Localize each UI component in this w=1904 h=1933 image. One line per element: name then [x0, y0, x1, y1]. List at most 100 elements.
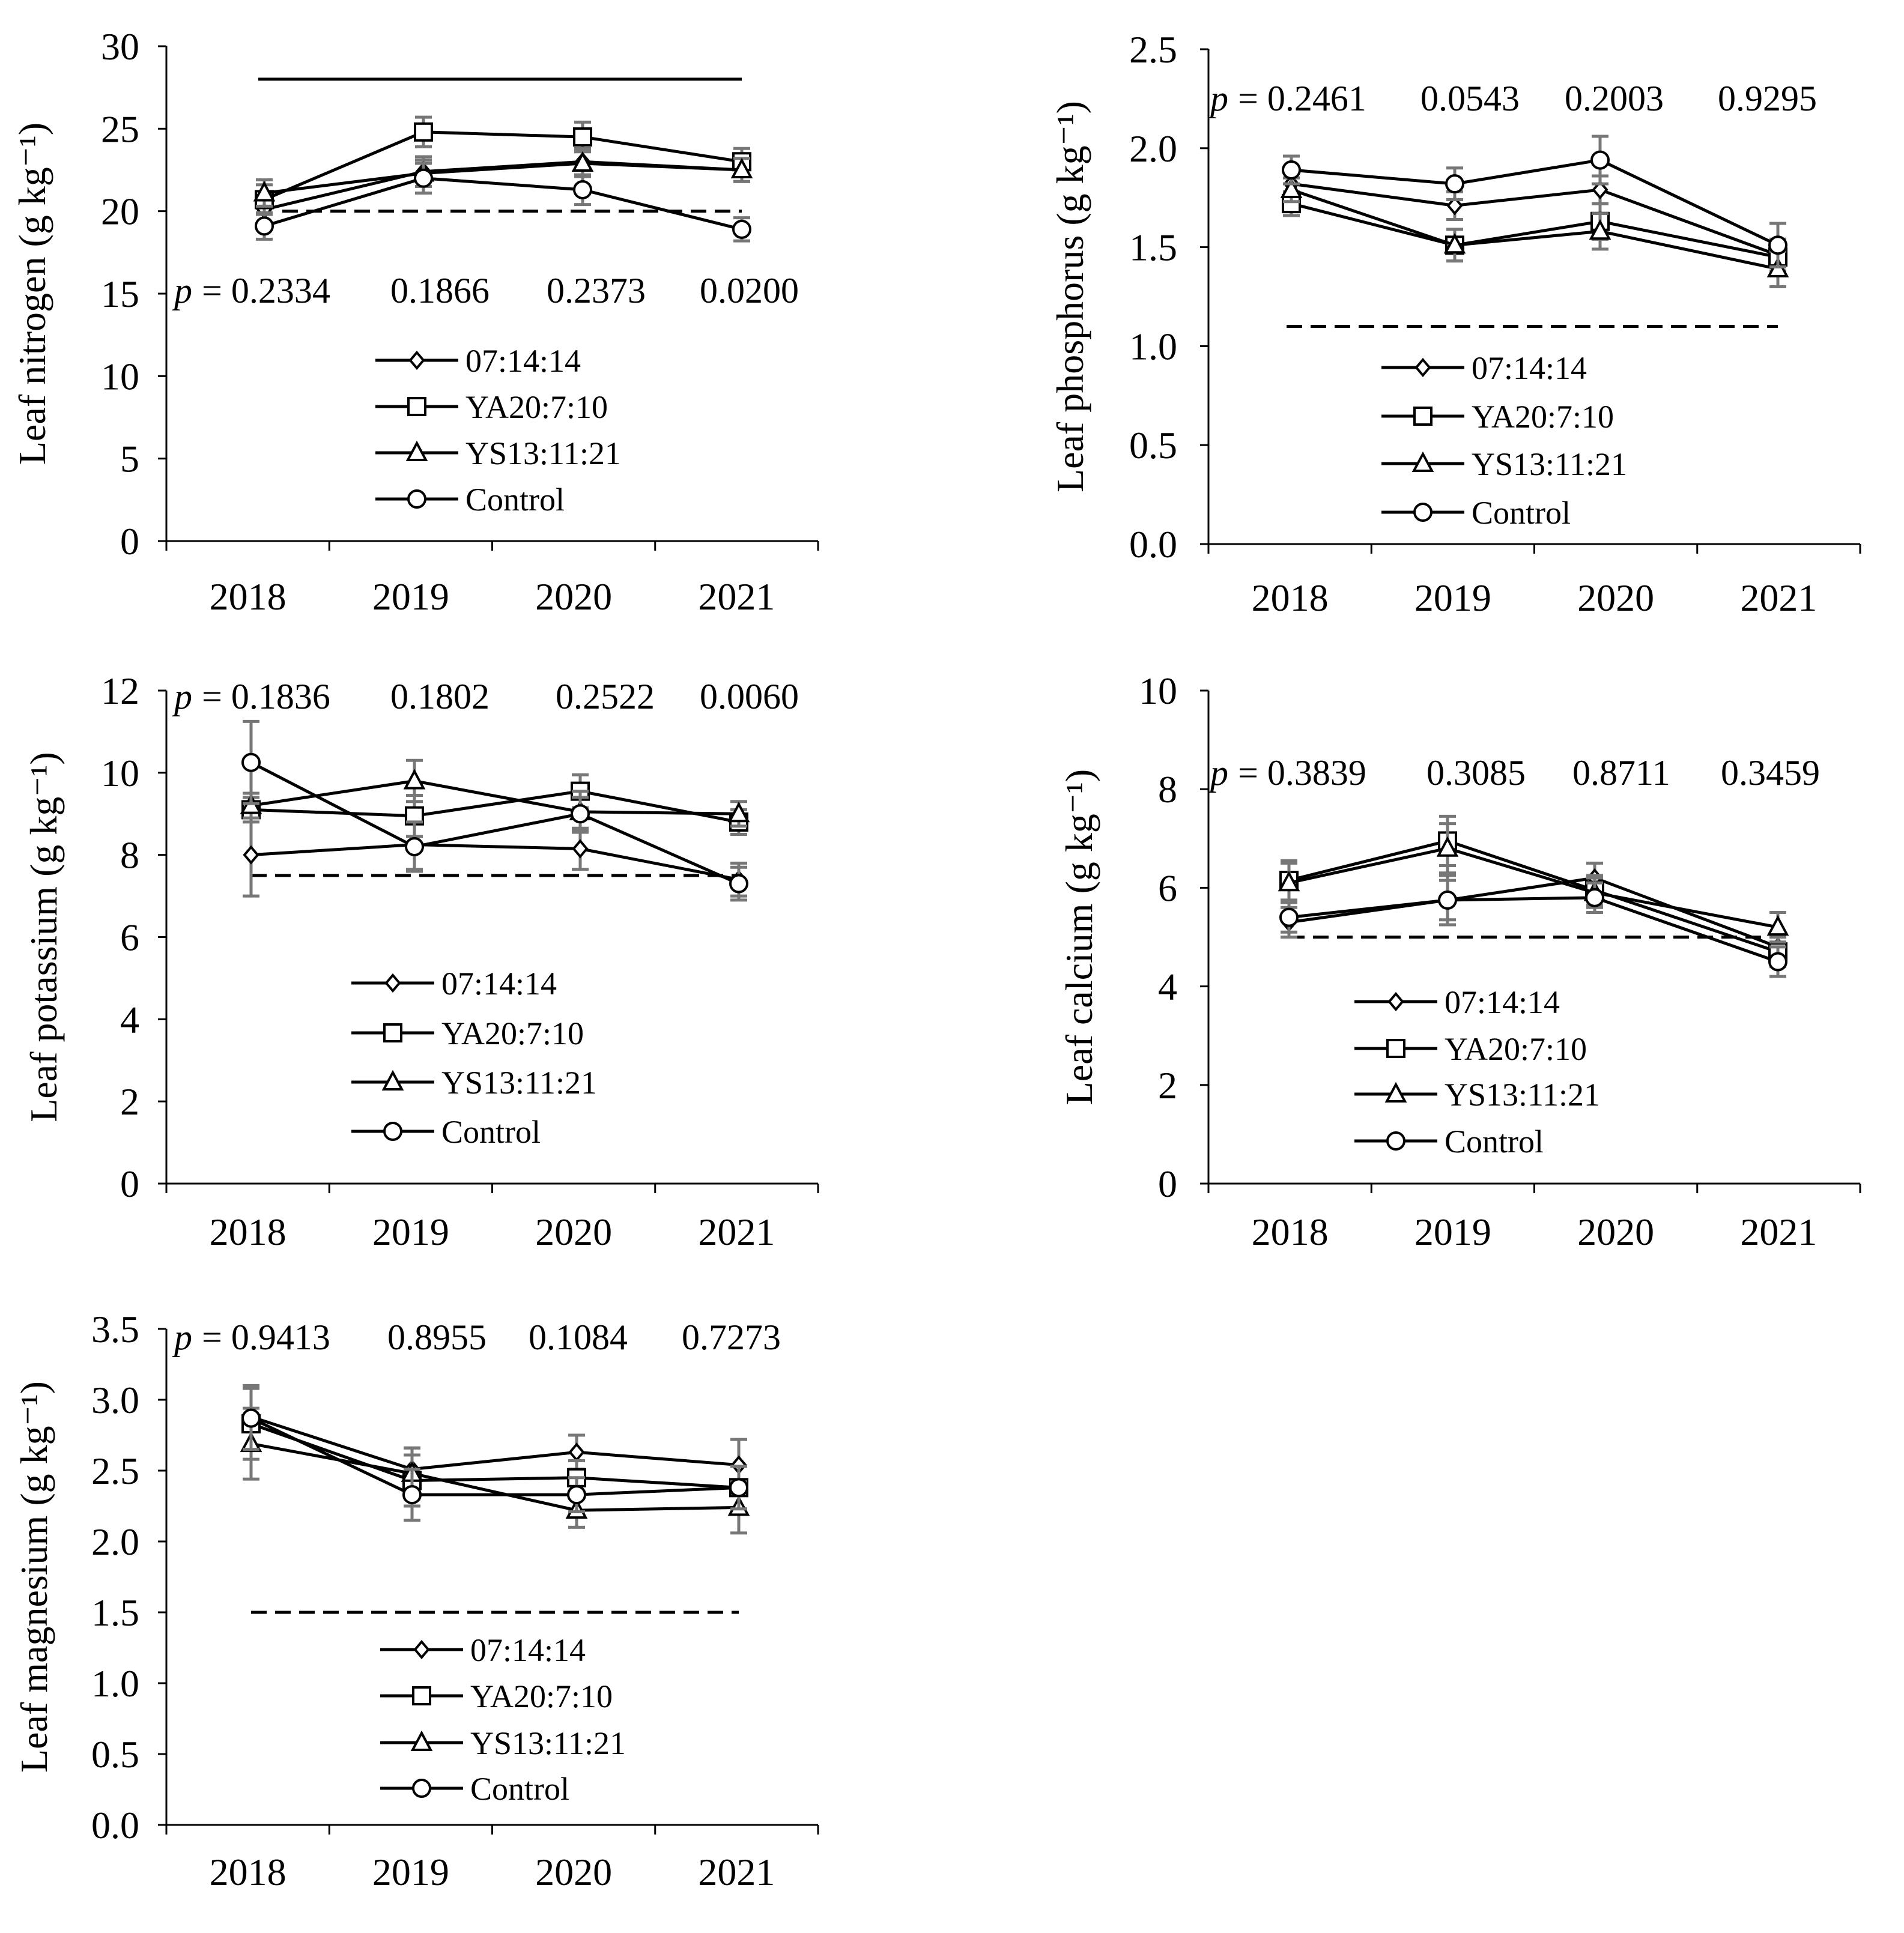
p-value-label: p = 0.9413 — [172, 1317, 330, 1357]
y-tick-label: 1.5 — [1129, 226, 1177, 269]
y-tick-label: 2 — [1158, 1064, 1177, 1107]
series-line — [1288, 839, 1778, 954]
y-tick-label: 25 — [101, 107, 139, 150]
x-category-label: 2020 — [1577, 1211, 1654, 1253]
y-tick-label: 2.5 — [1129, 28, 1177, 71]
p-value-label: 0.2003 — [1565, 79, 1664, 118]
p-value-label: 0.1084 — [529, 1317, 628, 1357]
y-tick-label: 2 — [120, 1080, 139, 1123]
series-line — [264, 130, 742, 201]
chart-panel-calcium: 0 2 4 6 8 10 2018 2019 2020 2021 Leaf calcium (g k… — [1058, 670, 1861, 1253]
legend-label: 07:14:14 — [1472, 350, 1587, 386]
p-value-label: 0.0200 — [700, 271, 799, 310]
y-tick-label: 4 — [120, 998, 139, 1041]
y-tick-label: 6 — [1158, 867, 1177, 909]
x-category-label: 2020 — [535, 575, 612, 618]
p-value-label: 0.8955 — [387, 1317, 487, 1357]
p-value-label: 0.3459 — [1721, 753, 1820, 793]
p-value-label: p = 0.3839 — [1208, 753, 1366, 793]
legend-label: YA20:7:10 — [465, 389, 608, 425]
y-tick-label: 2.0 — [1129, 127, 1177, 170]
legend-label: YA20:7:10 — [470, 1678, 613, 1714]
p-value-label: 0.0543 — [1420, 79, 1520, 118]
legend-marker-diamond — [1387, 991, 1404, 1012]
data-point-circle — [729, 874, 748, 894]
y-tick-label: 0.0 — [91, 1804, 139, 1847]
legend-label: Control — [470, 1771, 569, 1807]
data-point-circle — [1768, 235, 1787, 255]
legend-marker-triangle — [410, 1730, 433, 1751]
data-point-diamond — [568, 1442, 585, 1462]
series-square — [1282, 190, 1787, 277]
data-point-circle — [1445, 174, 1464, 194]
data-point-circle — [255, 216, 274, 236]
legend: 07:14:14 YA20:7:10 YS13:11:21 Control — [375, 343, 621, 518]
y-tick-label: 3.0 — [91, 1379, 139, 1421]
p-value-label: 0.1866 — [390, 271, 490, 310]
x-category-label: 2019 — [372, 575, 449, 618]
data-point-triangle — [571, 151, 594, 172]
y-tick-label: 0 — [120, 520, 139, 563]
series-circle — [241, 1385, 748, 1522]
data-point-triangle — [1436, 836, 1459, 857]
data-point-triangle — [253, 181, 276, 202]
y-tick-label: 10 — [101, 355, 139, 398]
x-category-label: 2021 — [698, 1211, 775, 1253]
data-point-diamond — [243, 845, 259, 865]
data-point-circle — [414, 168, 433, 188]
legend: 07:14:14 YA20:7:10 YS13:11:21 Control — [1354, 984, 1600, 1160]
data-point-circle — [729, 1478, 748, 1498]
data-point-triangle — [1278, 870, 1300, 892]
p-value-label: p = 0.1836 — [172, 677, 330, 716]
data-point-triangle — [1280, 177, 1303, 199]
legend-label: 07:14:14 — [441, 966, 557, 1002]
data-point-circle — [1585, 888, 1604, 907]
series-line — [1291, 188, 1778, 271]
y-axis-title: Leaf magnesium (g kg⁻¹) — [13, 1381, 55, 1773]
x-category-label: 2021 — [698, 575, 775, 618]
p-value-label: p = 0.2334 — [172, 271, 330, 310]
p-value-label: 0.2373 — [547, 271, 646, 310]
legend-label: YS13:11:21 — [470, 1725, 626, 1761]
series-line — [264, 177, 742, 231]
y-tick-label: 0.0 — [1129, 523, 1177, 566]
series-circle — [241, 719, 748, 902]
series-line — [250, 779, 739, 815]
data-point-diamond — [1446, 196, 1463, 216]
p-value-label: 0.3085 — [1426, 753, 1526, 793]
data-point-circle — [571, 804, 590, 824]
y-tick-label: 15 — [101, 273, 139, 315]
series-triangle — [253, 148, 753, 208]
legend-marker-square — [412, 1686, 431, 1705]
y-tick-label: 8 — [1158, 768, 1177, 811]
series-line — [250, 1415, 739, 1471]
data-point-triangle — [1589, 219, 1611, 240]
x-category-label: 2019 — [1414, 1211, 1491, 1253]
y-tick-label: 1.5 — [91, 1591, 139, 1634]
legend: 07:14:14 YA20:7:10 YS13:11:21 Control — [380, 1632, 626, 1807]
chart-panel-magnesium: 0.0 0.5 1.0 1.5 2.0 2.5 3.0 3.5 2018 2019 2020 2021… — [13, 1308, 819, 1893]
data-point-triangle — [730, 157, 753, 178]
data-point-circle — [1279, 907, 1299, 927]
legend-marker-diamond — [384, 973, 401, 993]
p-symbol: p — [172, 677, 192, 716]
series-line — [1291, 158, 1779, 247]
legend-marker-diamond — [413, 1639, 430, 1660]
legend-marker-square — [407, 397, 426, 416]
legend-marker-circle — [407, 489, 426, 509]
series-line — [264, 162, 742, 195]
series-line — [250, 843, 739, 882]
y-tick-label: 0 — [120, 1163, 139, 1205]
data-point-circle — [402, 1485, 422, 1505]
legend-marker-diamond — [1414, 357, 1431, 378]
p-symbol: p — [1208, 79, 1228, 118]
p-symbol: p — [172, 271, 192, 310]
chart-panel-phosphorus: 0.0 0.5 1.0 1.5 2.0 2.5 2018 2019 2020 2021 Leaf p… — [1049, 28, 1861, 619]
y-tick-label: 5 — [120, 438, 139, 480]
x-category-label: 2018 — [210, 1851, 287, 1893]
series-diamond — [1281, 861, 1786, 964]
legend-label: YS13:11:21 — [1472, 446, 1627, 482]
legend: 07:14:14 YA20:7:10 YS13:11:21 Control — [1381, 350, 1627, 531]
series-line — [250, 1442, 739, 1512]
series-line — [250, 790, 739, 824]
